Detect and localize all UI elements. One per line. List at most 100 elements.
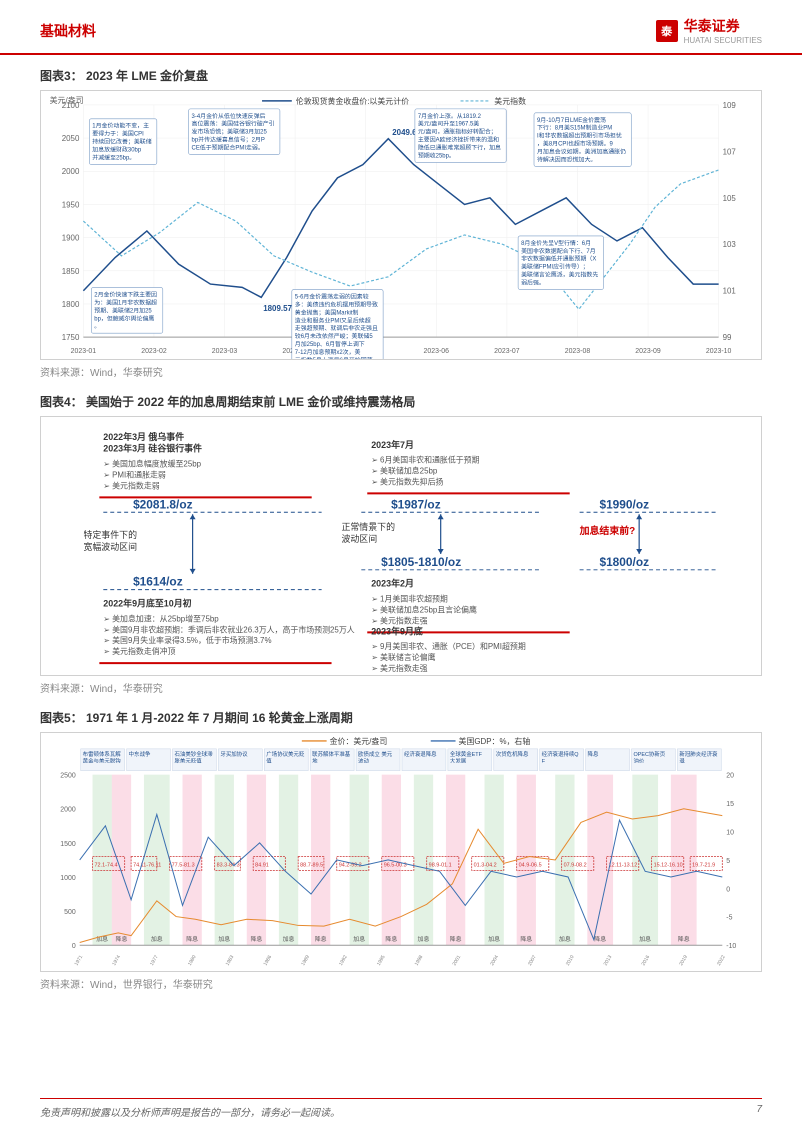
svg-text:黄金与美元脱钩: 黄金与美元脱钩 [83, 757, 122, 765]
svg-text:伦敦现货黄金收盘价:以美元计价: 伦敦现货黄金收盘价:以美元计价 [296, 96, 409, 106]
svg-text:加息: 加息 [218, 935, 230, 943]
svg-text:降息: 降息 [186, 935, 198, 943]
svg-text:美元/盎司升至1967.5美: 美元/盎司升至1967.5美 [418, 120, 479, 128]
svg-text:加息: 加息 [283, 935, 295, 943]
svg-text:➢ 6月美国非农和通胀低于预期: ➢ 6月美国非农和通胀低于预期 [371, 455, 479, 465]
svg-text:1900: 1900 [62, 234, 80, 243]
svg-text:2023年3月 硅谷银行事件: 2023年3月 硅谷银行事件 [103, 443, 202, 454]
svg-text:石油美钞全球滞: 石油美钞全球滞 [174, 750, 213, 758]
svg-text:➢ 美元指数走弱: ➢ 美元指数走弱 [103, 480, 159, 490]
svg-text:➢ 美加息加速：从25bp增至75bp: ➢ 美加息加速：从25bp增至75bp [103, 613, 219, 623]
svg-text:为：美国1月非农数据超: 为：美国1月非农数据超 [94, 298, 157, 306]
svg-text:2010: 2010 [565, 954, 576, 967]
svg-text:加息: 加息 [639, 935, 651, 943]
svg-text:1971: 1971 [73, 954, 84, 967]
svg-text:胀美元贬值: 胀美元贬值 [174, 757, 202, 765]
svg-text:$1614/oz: $1614/oz [133, 575, 183, 589]
svg-text:2022: 2022 [716, 954, 727, 967]
svg-text:持续回忆改善；美联储: 持续回忆改善；美联储 [92, 138, 151, 146]
svg-text:101: 101 [723, 287, 737, 296]
svg-text:美联储言论鹰派，美元指数先: 美联储言论鹰派，美元指数先 [521, 271, 598, 279]
svg-text:2022年9月底至10月初: 2022年9月底至10月初 [103, 598, 191, 609]
chart5-title: 图表5： 1971 年 1 月-2022 年 7 月期间 16 轮黄金上涨周期 [40, 709, 762, 726]
svg-text:特定事件下的: 特定事件下的 [83, 529, 137, 540]
svg-text:待解决因而恐慌加大。: 待解决因而恐慌加大。 [537, 155, 596, 163]
svg-text:$1800/oz: $1800/oz [599, 555, 649, 569]
svg-text:次贷危机降息: 次贷危机降息 [496, 750, 529, 758]
svg-text:➢ 美国9月非农超预期：季调后非农就业26.3万人，高于市: ➢ 美国9月非农超预期：季调后非农就业26.3万人，高于市场预测25万人 [103, 624, 354, 634]
svg-text:降息: 降息 [520, 935, 532, 943]
svg-text:bp并传达缓喜息信号；2月P: bp并传达缓喜息信号；2月P [192, 136, 265, 144]
disclaimer: 免责声明和披露以及分析师声明是报告的一部分，请务必一起阅读。 [40, 1104, 340, 1119]
svg-text:500: 500 [64, 909, 76, 916]
brand-block: 泰 华泰证券 HUATAI SECURITIES [656, 16, 762, 45]
svg-text:1986: 1986 [262, 954, 273, 967]
svg-text:2000: 2000 [60, 807, 76, 814]
svg-text:0: 0 [72, 943, 76, 950]
svg-text:2023-01: 2023-01 [71, 348, 97, 355]
svg-text:➢ 美元指数走强: ➢ 美元指数走强 [371, 615, 427, 625]
svg-text:2004: 2004 [489, 954, 500, 967]
svg-text:。: 。 [94, 324, 100, 330]
svg-text:降息: 降息 [588, 750, 599, 758]
svg-text:9月-10月7日LME金价震荡: 9月-10月7日LME金价震荡 [537, 116, 606, 124]
svg-text:较6月未改依然严峻；美联储5: 较6月未改依然严峻；美联储5 [295, 332, 374, 340]
svg-text:1983: 1983 [225, 954, 236, 967]
svg-text:隐低已通胀难常超顾下行，加息: 隐低已通胀难常超顾下行，加息 [418, 144, 501, 152]
chart4-block: 图表4： 美国始于 2022 年的加息周期结束前 LME 金价或维持震荡格局 2… [40, 393, 762, 695]
svg-text:bp，但鲍威尔舆论偏鹰: bp，但鲍威尔舆论偏鹰 [94, 314, 154, 322]
svg-text:103: 103 [723, 240, 737, 249]
svg-text:3-4月金价从低位快速反弹后: 3-4月金价从低位快速反弹后 [192, 112, 266, 120]
svg-text:2016: 2016 [640, 954, 651, 967]
svg-text:1809.57: 1809.57 [263, 304, 292, 313]
svg-text:2023年7月: 2023年7月 [371, 439, 414, 450]
svg-text:12.11-13.12: 12.11-13.12 [609, 862, 638, 868]
svg-text:0: 0 [726, 886, 730, 893]
svg-text:波动区间: 波动区间 [341, 533, 377, 544]
svg-text:降息: 降息 [250, 935, 262, 943]
svg-text:退: 退 [679, 757, 685, 765]
svg-text:1950: 1950 [62, 200, 80, 209]
svg-text:正常情景下的: 正常情景下的 [341, 521, 395, 532]
svg-text:加息: 加息 [353, 935, 365, 943]
svg-text:全球黄金ETF: 全球黄金ETF [450, 750, 483, 758]
category-label: 基础材料 [40, 21, 96, 41]
svg-text:109: 109 [723, 101, 737, 110]
chart5-box: 金价：美元/盎司美国GDP：%，右轴加息降息加息降息加息降息加息降息加息降息加息… [40, 732, 762, 972]
svg-text:15.12-16.10: 15.12-16.10 [654, 862, 683, 868]
svg-text:加息: 加息 [488, 935, 500, 943]
page-number: 7 [756, 1104, 762, 1119]
svg-text:2023-08: 2023-08 [565, 348, 591, 355]
svg-text:经济衰退降息: 经济衰退降息 [404, 750, 437, 758]
svg-text:5-6月金价震荡走弱的因素较: 5-6月金价震荡走弱的因素较 [295, 292, 369, 300]
svg-text:地: 地 [312, 757, 318, 765]
svg-text:98.9-01.1: 98.9-01.1 [429, 862, 452, 868]
svg-text:降息: 降息 [594, 935, 606, 943]
svg-text:10: 10 [726, 829, 734, 836]
svg-text:19.7-21.9: 19.7-21.9 [692, 862, 715, 868]
svg-text:77.5-81.3: 77.5-81.3 [172, 862, 195, 868]
svg-text:下行：8月美S15M制造业PM: 下行：8月美S15M制造业PM [537, 124, 612, 132]
svg-text:2001: 2001 [451, 954, 462, 967]
svg-text:月加25bp、6月暂停上调下: 月加25bp、6月暂停上调下 [295, 340, 365, 348]
svg-text:降息: 降息 [450, 935, 462, 943]
chart4-box: 2022年3月 俄乌事件2023年3月 硅谷银行事件➢ 美国加息幅度放缓至25b… [40, 416, 762, 676]
svg-text:15: 15 [726, 801, 734, 808]
svg-text:2000: 2000 [62, 167, 80, 176]
svg-text:欧债成立 美元: 欧债成立 美元 [358, 750, 393, 758]
svg-text:➢ 美元指数走俏冲顶: ➢ 美元指数走俏冲顶 [103, 646, 175, 656]
svg-text:07.9-08.2: 07.9-08.2 [564, 862, 587, 868]
svg-text:➢ 美国9月失业率录得3.5%，低于市场预测3.7%: ➢ 美国9月失业率录得3.5%，低于市场预测3.7% [103, 635, 271, 645]
svg-text:2022年3月 俄乌事件: 2022年3月 俄乌事件 [103, 431, 184, 442]
svg-text:降息: 降息 [116, 935, 128, 943]
svg-text:1月金价动能不变，主: 1月金价动能不变，主 [92, 122, 149, 130]
svg-text:布雷顿体系瓦解: 布雷顿体系瓦解 [83, 750, 122, 758]
svg-text:预期、美联储2月加25: 预期、美联储2月加25 [94, 306, 152, 314]
svg-text:➢ 美联储加息25bp: ➢ 美联储加息25bp [371, 466, 438, 476]
svg-text:88.7-89.5: 88.7-89.5 [300, 862, 323, 868]
svg-text:1992: 1992 [338, 954, 349, 967]
svg-text:107: 107 [723, 147, 737, 156]
svg-text:1800: 1800 [62, 300, 80, 309]
svg-text:，美8月CPI也超市场预期。9: ，美8月CPI也超市场预期。9 [537, 140, 614, 148]
svg-text:$2081.8/oz: $2081.8/oz [133, 497, 193, 511]
